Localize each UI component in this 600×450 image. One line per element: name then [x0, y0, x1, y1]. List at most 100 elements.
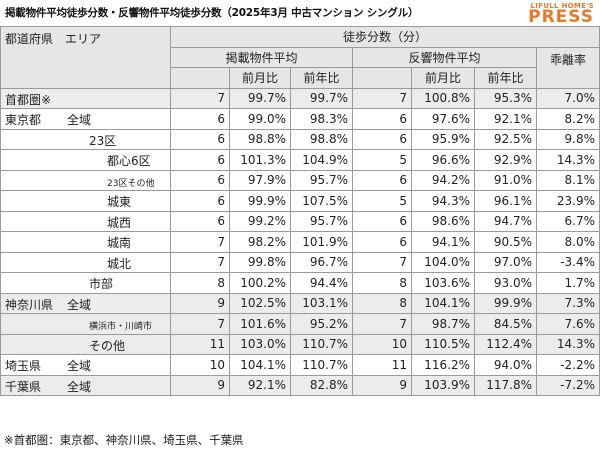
gap-cell: 8.0% — [535, 231, 600, 253]
table-row: 首都圏※ 7 99.7% 99.7% 7 100.8% 95.3% 7.0% — [0, 87, 600, 109]
inquiry-yoy-header: 前年比 — [474, 67, 537, 89]
listed-yoy-cell: 110.7% — [290, 333, 353, 355]
gap-cell: 9.8% — [535, 128, 600, 150]
inq-cell: 8 — [352, 292, 412, 314]
gap-cell: 7.0% — [535, 87, 600, 109]
area-label: 横浜市・川崎市 — [89, 322, 153, 332]
table-row: 城南 7 98.2% 101.9% 6 94.1% 90.5% 8.0% — [0, 231, 600, 253]
inq-yoy-cell: 92.5% — [474, 128, 537, 150]
area-label: 全域 — [67, 379, 92, 394]
inq-mom-cell: 95.9% — [411, 128, 475, 150]
inq-cell: 5 — [352, 190, 412, 212]
inq-mom-cell: 116.2% — [411, 354, 475, 376]
listed-mom-cell: 102.5% — [229, 292, 291, 314]
listed-yoy-cell: 95.2% — [290, 313, 353, 335]
listed-mom-cell: 98.2% — [229, 231, 291, 253]
inq-yoy-cell: 90.5% — [474, 231, 537, 253]
table-row: 千葉県 全域 9 92.1% 82.8% 9 103.9% 117.8% -7.2% — [0, 374, 600, 396]
inq-yoy-cell: 96.1% — [474, 190, 537, 212]
prefecture-label: 首都圏※ — [5, 92, 52, 107]
gap-cell: 7.3% — [535, 292, 600, 314]
gap-cell: 7.6% — [535, 313, 600, 335]
inq-cell: 8 — [352, 272, 412, 294]
inquiry-value-header — [352, 67, 412, 89]
area-label: 23区その他 — [107, 178, 155, 189]
region-cell: 首都圏※ — [0, 87, 171, 109]
inq-yoy-cell: 97.0% — [474, 251, 537, 273]
area-label: 23区 — [89, 133, 117, 148]
inq-cell: 11 — [352, 354, 412, 376]
inq-mom-cell: 103.9% — [411, 374, 475, 396]
listed-cell: 9 — [170, 292, 230, 314]
inq-yoy-cell: 94.7% — [474, 210, 537, 232]
listed-yoy-cell: 103.1% — [290, 292, 353, 314]
gap-cell: 1.7% — [535, 272, 600, 294]
area-label: 城東 — [107, 195, 132, 209]
listed-yoy-cell: 104.9% — [290, 149, 353, 171]
inq-mom-cell: 110.5% — [411, 333, 475, 355]
inq-yoy-cell: 92.9% — [474, 149, 537, 171]
gap-rate-header: 乖離率 — [535, 46, 600, 89]
inq-mom-cell: 97.6% — [411, 108, 475, 130]
listed-mom-cell: 103.0% — [229, 333, 291, 355]
listed-cell: 6 — [170, 169, 230, 191]
gap-cell: 6.7% — [535, 210, 600, 232]
header-bar: 掲載物件平均徒歩分数・反響物件平均徒歩分数（2025年3月 中古マンション シン… — [0, 0, 600, 26]
listed-mom-cell: 97.9% — [229, 169, 291, 191]
inq-mom-cell: 96.6% — [411, 149, 475, 171]
inq-mom-cell: 103.6% — [411, 272, 475, 294]
header-row-3: 前月比 前年比 前月比 前年比 — [1, 67, 600, 89]
region-cell: 横浜市・川崎市 — [0, 313, 171, 335]
area-label: 市部 — [89, 277, 114, 291]
gap-cell: 14.3% — [535, 149, 600, 171]
region-cell: 23区 — [0, 128, 171, 150]
listed-cell: 6 — [170, 108, 230, 130]
prefecture-label: 千葉県 — [5, 379, 42, 394]
region-cell: 埼玉県 全域 — [0, 354, 171, 376]
listed-mom-cell: 101.3% — [229, 149, 291, 171]
area-label: 全域 — [67, 359, 92, 373]
area-label: 城西 — [107, 215, 132, 230]
listed-mom-cell: 100.2% — [229, 272, 291, 294]
inq-cell: 7 — [352, 313, 412, 335]
inq-cell: 6 — [352, 169, 412, 191]
gap-cell: -7.2% — [535, 374, 600, 396]
listed-mom-cell: 99.0% — [229, 108, 291, 130]
region-cell: 城西 — [0, 210, 171, 232]
listed-mom-cell: 98.8% — [229, 128, 291, 150]
walk-minutes-table: 都道府県 エリア 徒歩分数（分） 掲載物件平均 反響物件平均 乖離率 前月比 前… — [0, 26, 600, 396]
listed-mom-cell: 99.8% — [229, 251, 291, 273]
table-row: 城西 6 99.2% 95.7% 6 98.6% 94.7% 6.7% — [0, 210, 600, 232]
prefecture-label: 東京都 — [5, 113, 42, 127]
listed-yoy-cell: 107.5% — [290, 190, 353, 212]
area-label: その他 — [89, 338, 126, 353]
listed-mom-cell: 99.9% — [229, 190, 291, 212]
inq-cell: 9 — [352, 374, 412, 396]
inq-yoy-cell: 84.5% — [474, 313, 537, 335]
listed-yoy-cell: 98.8% — [290, 128, 353, 150]
table-row: その他 11 103.0% 110.7% 10 110.5% 112.4% 14.3% — [0, 333, 600, 355]
listed-cell: 6 — [170, 210, 230, 232]
listed-value-header — [170, 67, 230, 89]
inquiry-average-header: 反響物件平均 — [352, 46, 537, 68]
region-cell: 市部 — [0, 272, 171, 294]
inq-cell: 6 — [352, 128, 412, 150]
region-cell: 千葉県 全域 — [0, 374, 171, 396]
inq-yoy-cell: 95.3% — [474, 87, 537, 109]
region-cell: 城北 — [0, 251, 171, 273]
table-row: 埼玉県 全域 10 104.1% 110.7% 11 116.2% 94.0% -2.2% — [0, 354, 600, 376]
inq-cell: 7 — [352, 251, 412, 273]
inq-yoy-cell: 112.4% — [474, 333, 537, 355]
table-title: 掲載物件平均徒歩分数・反響物件平均徒歩分数（2025年3月 中古マンション シン… — [5, 7, 419, 19]
listed-mom-cell: 104.1% — [229, 354, 291, 376]
inq-yoy-cell: 99.9% — [474, 292, 537, 314]
listed-cell: 8 — [170, 272, 230, 294]
header-row-2: 掲載物件平均 反響物件平均 乖離率 — [1, 46, 600, 89]
listed-yoy-cell: 96.7% — [290, 251, 353, 273]
listed-mom-cell: 99.7% — [229, 87, 291, 109]
inq-cell: 7 — [352, 87, 412, 109]
listed-cell: 7 — [170, 251, 230, 273]
listed-cell: 7 — [170, 231, 230, 253]
inq-yoy-cell: 93.0% — [474, 272, 537, 294]
listed-yoy-cell: 99.7% — [290, 87, 353, 109]
